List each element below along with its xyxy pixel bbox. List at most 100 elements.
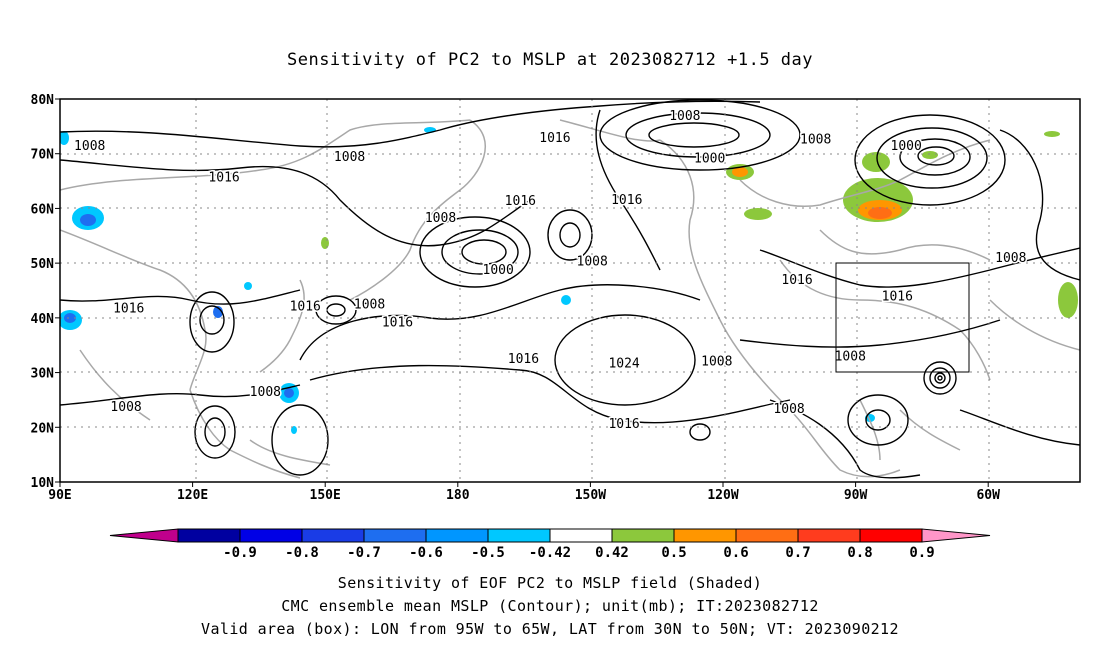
positive-sensitivity-area <box>922 151 938 159</box>
negative-sensitivity-area <box>561 295 571 305</box>
caption-line-3: Valid area (box): LON from 95W to 65W, L… <box>201 620 899 638</box>
contour-label: 1024 <box>608 357 639 372</box>
colorbar-tick-label: 0.6 <box>723 545 748 561</box>
contour-label: 1008 <box>425 211 456 226</box>
colorbar-swatch <box>301 528 365 543</box>
colorbar-tick-label: 0.42 <box>595 545 629 561</box>
contour-label: 1008 <box>334 150 365 165</box>
colorbar-swatch <box>611 528 675 543</box>
mslp-contours <box>60 99 1080 479</box>
longitude-tick-label: 90W <box>844 488 868 503</box>
contour-label: 1016 <box>113 301 144 316</box>
contour-label: 1016 <box>539 131 570 146</box>
latitude-tick-label: 50N <box>31 257 55 272</box>
caption-line-1: Sensitivity of EOF PC2 to MSLP field (Sh… <box>337 574 763 592</box>
colorbar-tick-label: -0.8 <box>285 545 319 561</box>
contour-label: 1016 <box>290 299 321 314</box>
contour-label: 1016 <box>882 289 913 304</box>
colorbar-tick-label: -0.42 <box>529 545 571 561</box>
contour-label: 1016 <box>508 352 539 367</box>
negative-sensitivity-area <box>64 313 76 323</box>
negative-sensitivity-area <box>291 426 297 434</box>
valid-area-box <box>835 262 970 373</box>
contour-label: 1008 <box>800 132 831 147</box>
contour-label: 1016 <box>781 273 812 288</box>
sensitivity-shading <box>60 127 1078 434</box>
caption-line-2: CMC ensemble mean MSLP (Contour); unit(m… <box>281 597 819 615</box>
colorbar-swatch <box>549 528 613 543</box>
latitude-tick-label: 70N <box>31 148 55 163</box>
positive-sensitivity-area <box>1044 131 1060 137</box>
negative-sensitivity-area <box>60 131 69 145</box>
positive-sensitivity-area <box>862 152 890 172</box>
colorbar-arrow-high <box>921 528 991 543</box>
colorbar-tick-label: -0.9 <box>223 545 257 561</box>
negative-sensitivity-area <box>284 388 294 398</box>
map-gridlines <box>60 99 1080 482</box>
contour-labels: 1008 1008 1016 1016 1008 1000 1008 1000 1016 1016… <box>73 107 1028 433</box>
latitude-tick-label: 60N <box>31 202 55 217</box>
colorbar-swatch <box>487 528 551 543</box>
colorbar: -0.9 -0.8 -0.7 -0.6 -0.5 -0.42 0.42 0.5 0.6 0.7 0.… <box>109 528 991 561</box>
negative-sensitivity-area <box>213 306 223 318</box>
contour-label: 1000 <box>891 139 922 154</box>
contour-label: 1000 <box>694 152 725 167</box>
positive-sensitivity-area <box>732 167 748 177</box>
colorbar-swatch <box>177 528 241 543</box>
contour-label: 1008 <box>250 385 281 400</box>
contour-label: 1016 <box>611 193 642 208</box>
contour-label: 1008 <box>995 251 1026 266</box>
negative-sensitivity-area <box>244 282 252 290</box>
colorbar-tick-label: 0.7 <box>785 545 810 561</box>
colorbar-tick-label: 0.5 <box>661 545 686 561</box>
colorbar-arrow-low <box>109 528 179 543</box>
negative-sensitivity-area <box>80 214 96 226</box>
contour-label: 1008 <box>110 400 141 415</box>
longitude-tick-label: 150W <box>575 488 606 503</box>
colorbar-swatch <box>673 528 737 543</box>
latitude-tick-label: 80N <box>31 93 55 108</box>
contour-label: 1000 <box>483 263 514 278</box>
contour-label: 1016 <box>208 171 239 186</box>
contour-label: 1008 <box>74 139 105 154</box>
latitude-tick-label: 40N <box>31 312 55 327</box>
contour-label: 1016 <box>505 194 536 209</box>
contour-label: 1008 <box>669 109 700 124</box>
longitude-tick-label: 60W <box>976 488 1000 503</box>
latitude-axis: 80N 70N 60N 50N 40N 30N 20N 10N <box>31 93 60 491</box>
colorbar-tick-label: -0.6 <box>409 545 443 561</box>
colorbar-swatch <box>859 528 923 543</box>
contour-label: 1016 <box>382 316 413 331</box>
colorbar-swatch <box>735 528 799 543</box>
latitude-tick-label: 10N <box>31 476 55 491</box>
contour-label: 1008 <box>773 402 804 417</box>
map-frame <box>59 98 1081 483</box>
positive-sensitivity-area <box>744 208 772 220</box>
colorbar-tick-label: 0.8 <box>847 545 872 561</box>
contour-label: 1008 <box>835 350 866 365</box>
contour-label: 1008 <box>701 355 732 370</box>
longitude-tick-label: 180 <box>446 488 470 503</box>
contour-label: 1008 <box>577 254 608 269</box>
figure-title: Sensitivity of PC2 to MSLP at 2023082712… <box>286 50 813 70</box>
positive-sensitivity-area <box>868 207 892 219</box>
colorbar-swatch <box>239 528 303 543</box>
colorbar-swatch <box>797 528 861 543</box>
latitude-tick-label: 30N <box>31 367 55 382</box>
colorbar-tick-label: -0.7 <box>347 545 381 561</box>
longitude-tick-label: 120E <box>177 488 208 503</box>
longitude-tick-label: 150E <box>310 488 341 503</box>
latitude-tick-label: 20N <box>31 421 55 436</box>
positive-sensitivity-area <box>1058 282 1078 318</box>
colorbar-swatch <box>425 528 489 543</box>
longitude-axis: 90E 120E 150E 180 150W 120W 90W 60W <box>48 482 1000 503</box>
longitude-tick-label: 120W <box>707 488 738 503</box>
positive-sensitivity-area <box>321 237 329 249</box>
longitude-tick-label: 90E <box>48 488 71 503</box>
colorbar-tick-label: 0.9 <box>909 545 934 561</box>
contour-label: 1008 <box>354 298 385 313</box>
colorbar-tick-label: -0.5 <box>471 545 505 561</box>
colorbar-swatch <box>363 528 427 543</box>
contour-label: 1016 <box>608 417 639 432</box>
